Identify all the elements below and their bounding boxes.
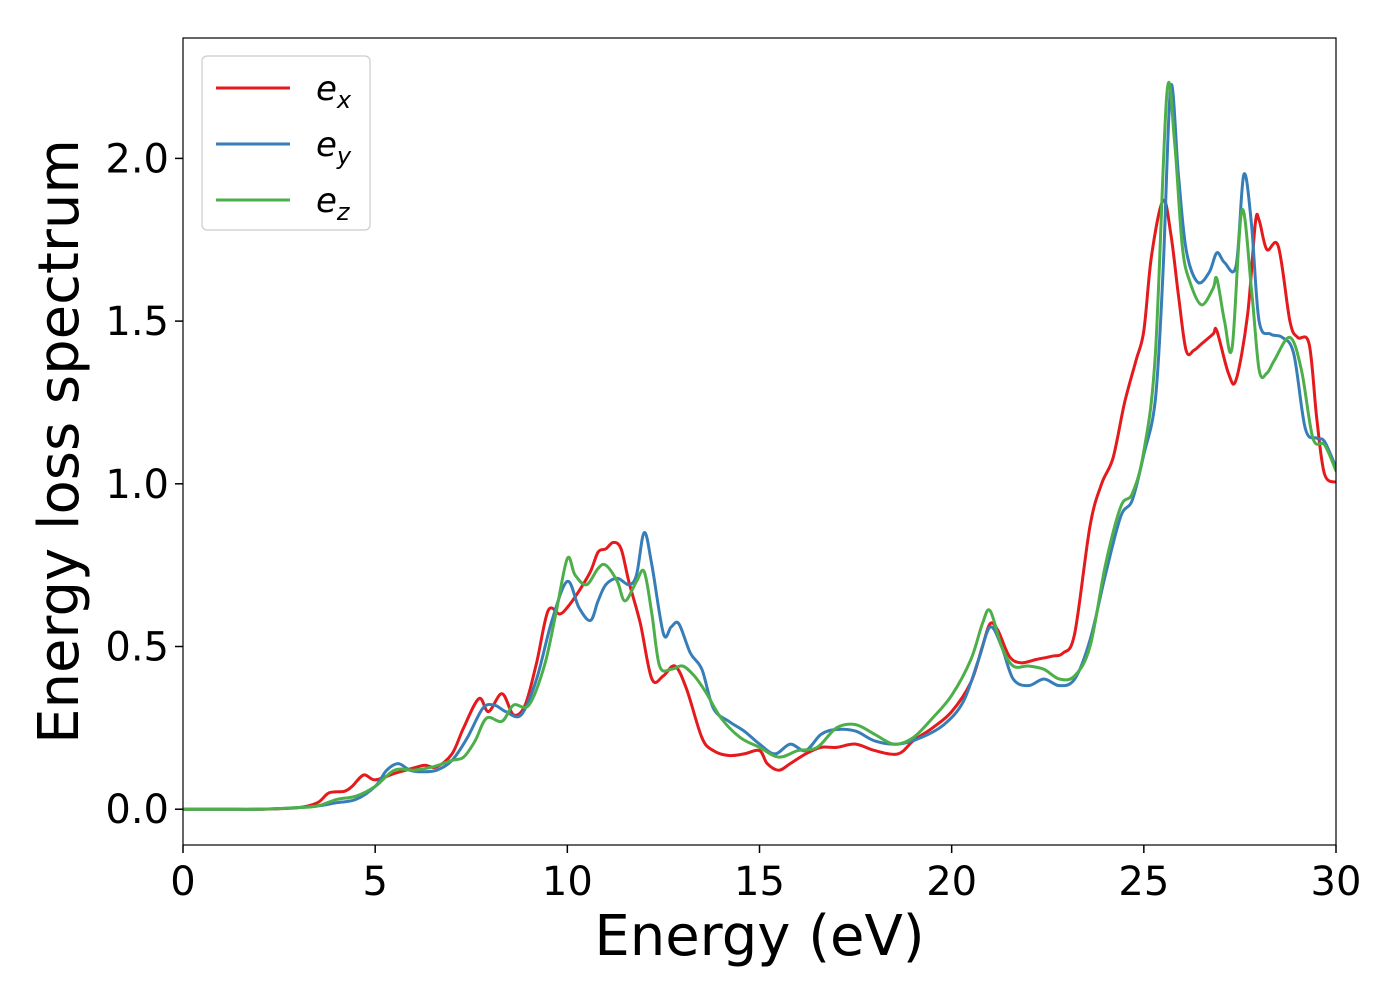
legend-label-x: ex bbox=[316, 69, 352, 114]
x-tick-label: 30 bbox=[1311, 859, 1362, 905]
y-tick-label: 1.5 bbox=[105, 299, 169, 345]
y-tick-label: 0.0 bbox=[105, 787, 169, 833]
x-tick-label: 0 bbox=[170, 859, 195, 905]
x-axis-label: Energy (eV) bbox=[594, 904, 924, 969]
y-tick-label: 2.0 bbox=[105, 136, 169, 182]
series-line-z bbox=[183, 81, 1336, 811]
y-axis-ticks: 0.0 0.5 1.0 1.5 2.0 bbox=[105, 136, 183, 833]
series-layer bbox=[183, 81, 1336, 811]
y-tick-label: 0.5 bbox=[105, 625, 169, 671]
x-tick-label: 10 bbox=[542, 859, 593, 905]
legend-label-z: ez bbox=[316, 181, 351, 226]
x-tick-label: 20 bbox=[926, 859, 977, 905]
legend-label-y: ey bbox=[316, 125, 352, 170]
x-tick-label: 15 bbox=[734, 859, 785, 905]
x-tick-label: 5 bbox=[362, 859, 387, 905]
y-axis-label: Energy loss spectrum bbox=[27, 139, 92, 744]
series-line-y bbox=[183, 83, 1336, 811]
legend: ex ey ez bbox=[201, 55, 371, 231]
x-tick-label: 25 bbox=[1118, 859, 1169, 905]
x-axis-ticks: 0 5 10 15 20 25 30 bbox=[170, 845, 1361, 905]
y-tick-label: 1.0 bbox=[105, 462, 169, 508]
